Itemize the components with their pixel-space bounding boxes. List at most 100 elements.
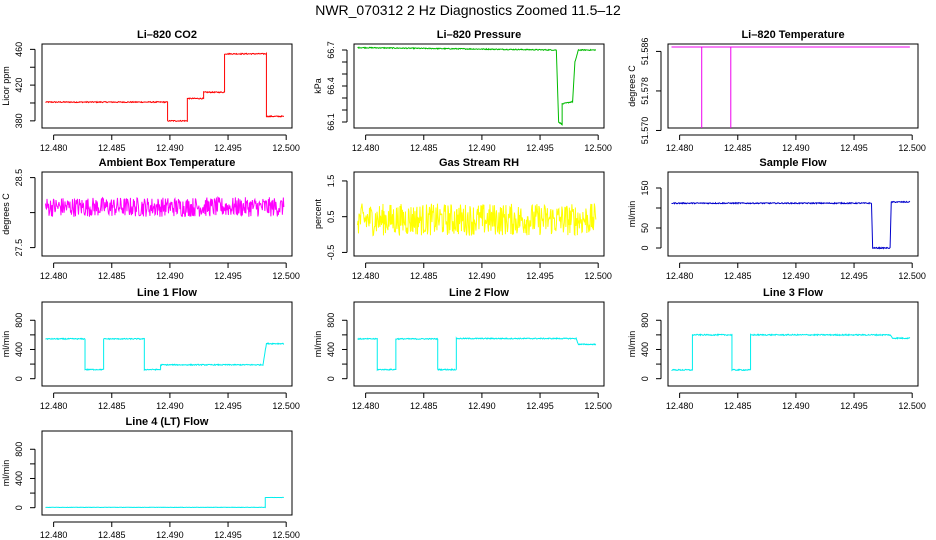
y-tick-label: 0 [14, 376, 24, 381]
x-tick-label: 12.480 [352, 401, 380, 411]
plot-frame [667, 43, 919, 129]
panel-title: Line 4 (LT) Flow [126, 416, 209, 428]
x-tick-label: 12.500 [272, 401, 300, 411]
x-tick-label: 12.480 [666, 143, 694, 153]
panel-title: Gas Stream RH [439, 157, 519, 169]
x-tick-label: 12.485 [724, 143, 752, 153]
data-series-line [356, 203, 597, 237]
x-tick-label: 12.495 [526, 401, 554, 411]
plot-frame [353, 171, 605, 257]
x-tick-label: 12.485 [98, 401, 126, 411]
x-tick-label: 12.495 [214, 143, 242, 153]
x-tick-label: 12.500 [584, 271, 612, 281]
chart-panel-7: Line 1 Flow 12.480 12.485 12.490 12.495 12.50… [1, 287, 300, 411]
y-tick-label: 460 [14, 42, 24, 57]
x-tick-label: 12.480 [352, 143, 380, 153]
plot-frame [667, 301, 919, 387]
data-series-line [45, 337, 285, 372]
y-axis-label: ml/min [627, 201, 637, 228]
y-axis-label: degrees C [1, 193, 11, 235]
panel-title: Line 2 Flow [449, 287, 509, 299]
x-tick-label: 12.485 [410, 401, 438, 411]
plot-frame [41, 171, 293, 257]
y-tick-label: 66.1 [326, 113, 336, 131]
x-tick-label: 12.490 [468, 401, 496, 411]
y-tick-label: 400 [640, 342, 650, 357]
x-tick-label: 12.480 [40, 401, 68, 411]
x-tick-label: 12.480 [40, 271, 68, 281]
x-tick-label: 12.495 [526, 143, 554, 153]
chart-panel-6: Sample Flow 12.480 12.485 12.490 12.495 12.50… [627, 157, 926, 281]
x-tick-label: 12.485 [410, 271, 438, 281]
x-tick-label: 12.495 [840, 143, 868, 153]
x-tick-label: 12.490 [782, 271, 810, 281]
x-tick-label: 12.490 [782, 401, 810, 411]
x-tick-label: 12.480 [40, 530, 68, 540]
x-tick-label: 12.495 [526, 271, 554, 281]
y-tick-label: 1.5 [326, 175, 336, 188]
chart-panel-8: Line 2 Flow 12.480 12.485 12.490 12.495 12.50… [313, 287, 612, 411]
x-tick-label: 12.495 [214, 401, 242, 411]
chart-panel-9: Line 3 Flow 12.480 12.485 12.490 12.495 12.50… [627, 287, 926, 411]
y-tick-label: 800 [14, 442, 24, 457]
x-tick-label: 12.490 [156, 271, 184, 281]
y-tick-label: 400 [14, 342, 24, 357]
y-tick-label: 51.586 [640, 38, 650, 66]
y-tick-label: 400 [14, 471, 24, 486]
y-axis-label: ml/min [627, 331, 637, 358]
y-axis-label: ml/min [313, 331, 323, 358]
y-tick-label: 800 [326, 313, 336, 328]
y-axis-label: percent [313, 198, 323, 229]
x-tick-label: 12.500 [272, 271, 300, 281]
x-tick-label: 12.500 [584, 143, 612, 153]
x-tick-label: 12.500 [898, 401, 926, 411]
plot-frame [41, 430, 293, 516]
y-axis-label: ml/min [1, 460, 11, 487]
y-tick-label: 0 [326, 376, 336, 381]
x-tick-label: 12.485 [724, 271, 752, 281]
y-tick-label: 400 [326, 342, 336, 357]
x-tick-label: 12.490 [468, 143, 496, 153]
x-tick-label: 12.495 [840, 271, 868, 281]
panel-title: Line 3 Flow [763, 287, 823, 299]
y-tick-label: 0 [640, 376, 650, 381]
x-tick-label: 12.500 [272, 530, 300, 540]
plot-frame [353, 301, 605, 387]
x-tick-label: 12.500 [898, 271, 926, 281]
x-tick-label: 12.485 [98, 530, 126, 540]
y-axis-label: degrees C [627, 65, 637, 107]
x-tick-label: 12.500 [584, 401, 612, 411]
chart-panel-4: Ambient Box Temperature 12.480 12.485 12.49… [1, 157, 300, 281]
data-series-line [671, 333, 911, 372]
y-tick-label: 0.5 [326, 210, 336, 223]
x-tick-label: 12.485 [410, 143, 438, 153]
x-tick-label: 12.480 [40, 143, 68, 153]
plot-frame [667, 171, 919, 257]
y-tick-label: 51.578 [640, 77, 650, 105]
chart-panel-10: Line 4 (LT) Flow 12.480 12.485 12.490 12.495… [1, 416, 300, 540]
y-tick-label: 150 [640, 180, 650, 195]
y-tick-label: 380 [14, 113, 24, 128]
y-tick-label: 0 [640, 245, 650, 250]
y-tick-label: 51.570 [640, 117, 650, 145]
x-tick-label: 12.480 [352, 271, 380, 281]
chart-panel-5: Gas Stream RH 12.480 12.485 12.490 12.495 12.… [313, 157, 612, 281]
panel-title: Li–820 CO2 [137, 29, 197, 41]
data-series-line [45, 496, 284, 509]
y-axis-label: ml/min [1, 331, 11, 358]
panel-title: Li–820 Pressure [437, 29, 521, 41]
chart-panel-3: Li–820 Temperature 12.480 12.485 12.490 12.4… [627, 29, 926, 153]
x-tick-label: 12.490 [782, 143, 810, 153]
y-tick-label: 66.7 [326, 41, 336, 59]
x-tick-label: 12.485 [98, 271, 126, 281]
panel-title: Line 1 Flow [137, 287, 197, 299]
y-tick-label: 800 [640, 313, 650, 328]
x-tick-label: 12.490 [156, 143, 184, 153]
x-tick-label: 12.500 [898, 143, 926, 153]
x-tick-label: 12.495 [840, 401, 868, 411]
x-tick-label: 12.495 [214, 271, 242, 281]
panel-title: Li–820 Temperature [741, 29, 844, 41]
data-series-line [357, 46, 596, 126]
x-tick-label: 12.485 [98, 143, 126, 153]
panel-title: Sample Flow [759, 157, 827, 169]
